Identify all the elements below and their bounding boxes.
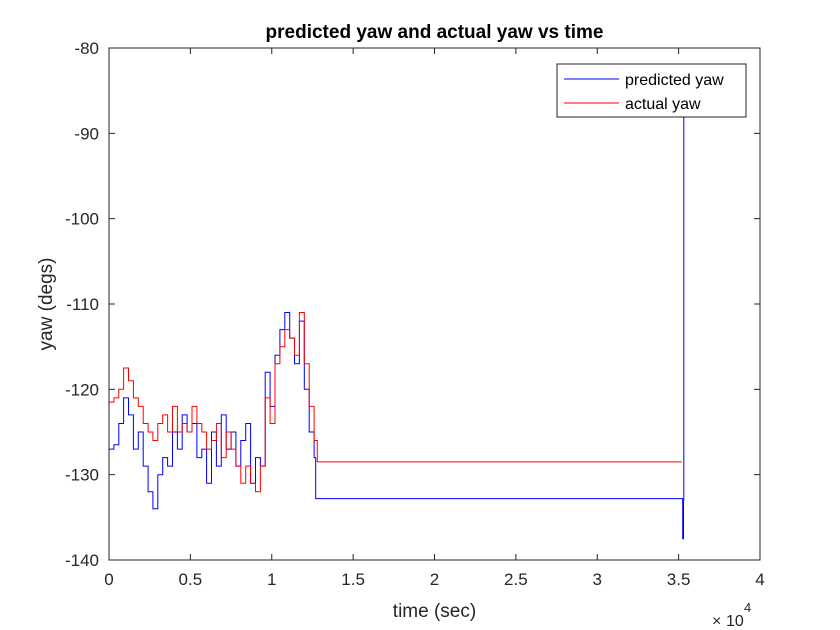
legend: predicted yaw actual yaw — [556, 63, 747, 118]
x-tick-label: 3 — [593, 570, 602, 589]
y-tick-label: -120 — [65, 380, 99, 399]
legend-box — [556, 63, 747, 118]
x-tick-label: 1.5 — [341, 570, 365, 589]
x-axis-exponent-times: × — [712, 613, 721, 630]
x-tick-label: 0 — [104, 570, 113, 589]
chart-title: predicted yaw and actual yaw vs time — [266, 22, 604, 43]
y-axis-label: yaw (degs) — [36, 258, 57, 351]
x-axis-exponent-power: 4 — [744, 600, 751, 615]
y-tick-label: -80 — [74, 39, 99, 58]
y-tick-label: -90 — [74, 124, 99, 143]
x-axis-exponent-base: 10 — [726, 613, 744, 630]
x-tick-label: 0.5 — [179, 570, 203, 589]
y-tick-label: -130 — [65, 466, 99, 485]
legend-label: actual yaw — [625, 96, 701, 113]
y-tick-label: -140 — [65, 551, 99, 570]
x-tick-label: 3.5 — [667, 570, 691, 589]
y-tick-label: -110 — [66, 295, 99, 314]
x-tick-label: 4 — [755, 570, 764, 589]
x-tick-label: 2.5 — [504, 570, 528, 589]
axes: 0 0.5 1 1.5 2 2.5 3 3.5 4 -140 -130 -120 -110 -100 -90… — [65, 39, 765, 589]
series-layer — [109, 116, 685, 540]
series-line-actual-yaw — [109, 312, 682, 493]
x-axis-exponent: × 10 4 — [712, 600, 751, 630]
legend-label: predicted yaw — [625, 72, 724, 89]
x-axis-label: time (sec) — [393, 601, 476, 622]
x-tick-label: 2 — [430, 570, 439, 589]
plot-background — [109, 48, 760, 560]
x-tick-label: 1 — [267, 570, 276, 589]
y-tick-label: -100 — [65, 210, 99, 229]
plot-area — [109, 48, 760, 560]
